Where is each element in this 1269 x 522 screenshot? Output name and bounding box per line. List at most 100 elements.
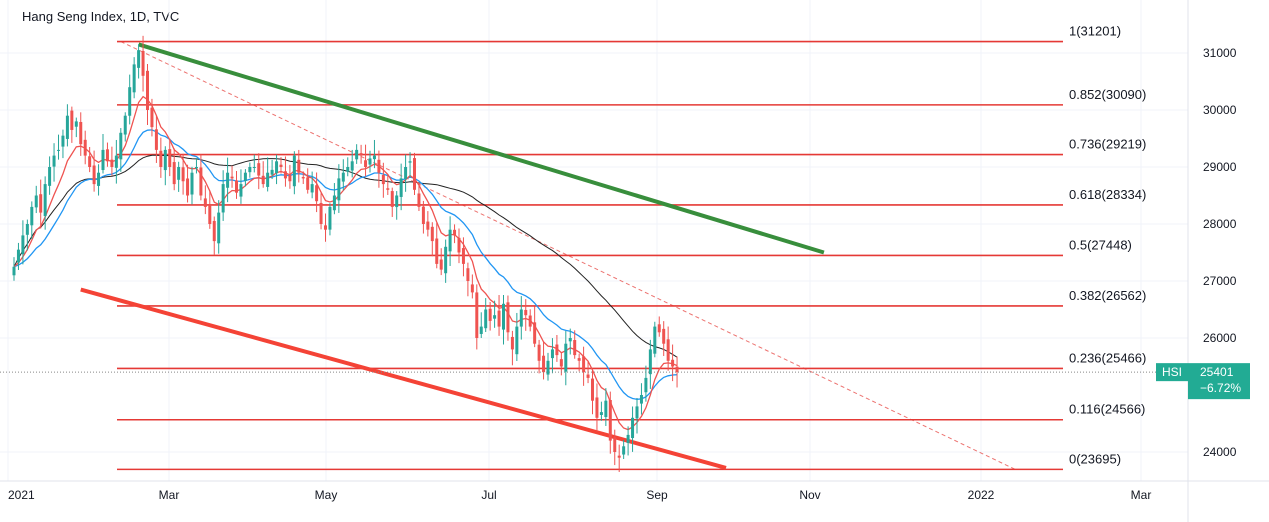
- fib-levels: 1(31201) 0.852(30090) 0.736(29219) 0.618(28…: [117, 24, 1146, 471]
- y-tick-label: 31000: [1203, 46, 1237, 60]
- candle-body: [114, 155, 118, 168]
- candle-body: [141, 50, 145, 76]
- candle-body: [306, 177, 310, 190]
- x-tick-label: Mar: [1131, 488, 1152, 502]
- symbol-badge: [1156, 363, 1188, 382]
- candle-body: [190, 172, 194, 195]
- candle-body: [408, 161, 412, 163]
- candle-body: [497, 310, 501, 327]
- candle-body: [426, 221, 430, 230]
- candle-body: [48, 167, 52, 186]
- candle-body: [74, 121, 78, 127]
- candle-body: [555, 344, 559, 356]
- candle-body: [324, 225, 327, 230]
- fib-level-label: 0.618(28334): [1069, 187, 1146, 202]
- candle-body: [123, 115, 127, 135]
- candle-body: [337, 178, 341, 201]
- candle-body: [559, 359, 563, 367]
- candle-body: [92, 165, 96, 185]
- candle-body: [70, 110, 74, 130]
- last-price-value: 25401: [1200, 365, 1234, 379]
- candle-body: [163, 149, 167, 171]
- candle-body: [648, 349, 652, 375]
- candle-body: [288, 175, 292, 182]
- candle-body: [243, 172, 247, 181]
- candle-body: [181, 167, 185, 182]
- candle-body: [372, 155, 376, 160]
- candle-body: [57, 149, 60, 151]
- grid: [0, 0, 1188, 481]
- candle-body: [21, 235, 25, 255]
- candle-body: [208, 204, 212, 224]
- candle-body: [194, 167, 198, 169]
- candle-body: [470, 284, 474, 293]
- candle-body: [346, 167, 350, 172]
- candle-body: [435, 238, 439, 264]
- fib-level-label: 0.852(30090): [1069, 87, 1146, 102]
- fib-level-label: 0(23695): [1069, 451, 1121, 466]
- candle-body: [199, 167, 203, 196]
- candle-body: [591, 378, 594, 401]
- candle-body: [110, 159, 114, 167]
- candle-body: [61, 135, 65, 147]
- candle-body: [546, 360, 550, 375]
- trendline-upper: [138, 42, 825, 255]
- price-axis: 31000 30000 29000 28000 27000 26000 24000: [1203, 46, 1237, 459]
- candle-body: [235, 180, 238, 193]
- candle-body: [577, 358, 581, 361]
- candles: [12, 35, 679, 472]
- fib-level-label: 1(31201): [1069, 24, 1121, 39]
- candle-body: [297, 159, 301, 173]
- candle-body: [83, 139, 87, 156]
- candle-body: [25, 224, 29, 235]
- candle-body: [230, 176, 234, 179]
- candle-body: [582, 356, 586, 373]
- candle-body: [444, 246, 448, 274]
- candle-body: [568, 338, 572, 342]
- candle-body: [34, 195, 38, 208]
- candle-body: [119, 132, 123, 160]
- fib-level-label: 0.382(26562): [1069, 288, 1146, 303]
- candle-body: [279, 164, 283, 167]
- x-tick-label: 2021: [8, 488, 35, 502]
- candle-body: [488, 308, 492, 321]
- candle-body: [319, 202, 323, 224]
- candle-body: [528, 315, 532, 327]
- y-tick-label: 27000: [1203, 274, 1237, 288]
- candle-body: [168, 149, 172, 167]
- candle-body: [252, 167, 256, 168]
- candle-body: [586, 374, 590, 378]
- candle-body: [515, 326, 519, 355]
- x-tick-label: Jul: [481, 488, 496, 502]
- candle-body: [524, 309, 528, 316]
- candle-body: [221, 184, 225, 213]
- candle-body: [564, 343, 568, 372]
- candle-body: [292, 155, 296, 187]
- candle-body: [381, 174, 385, 185]
- candle-body: [359, 153, 363, 156]
- candle-body: [39, 194, 43, 213]
- y-tick-label: 26000: [1203, 331, 1237, 345]
- time-axis: 2021 Mar May Jul Sep Nov 2022 Mar: [8, 488, 1151, 502]
- y-tick-label: 30000: [1203, 103, 1237, 117]
- candle-body: [159, 150, 163, 167]
- x-tick-label: 2022: [968, 488, 995, 502]
- x-tick-label: Mar: [159, 488, 180, 502]
- candle-body: [172, 162, 176, 185]
- price-badge: HSI 25401 −6.72%: [0, 363, 1250, 400]
- candle-body: [105, 149, 109, 162]
- candle-body: [52, 155, 56, 167]
- candle-body: [315, 185, 319, 202]
- candle-body: [154, 129, 158, 150]
- candle-body: [132, 64, 136, 93]
- candle-body: [644, 377, 648, 393]
- candle-body: [626, 434, 630, 443]
- candle-body: [395, 195, 399, 208]
- fib-level-label: 0.5(27448): [1069, 237, 1132, 252]
- candle-body: [239, 184, 243, 197]
- candle-body: [608, 399, 612, 441]
- candle-body: [150, 107, 154, 128]
- candle-body: [662, 328, 666, 344]
